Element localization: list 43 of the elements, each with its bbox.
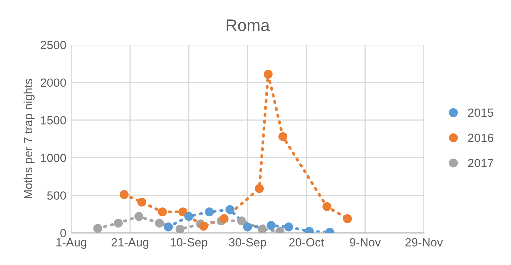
- point: [266, 221, 276, 230]
- point: [322, 202, 332, 212]
- y-tick-label: 1000: [41, 154, 66, 162]
- point: [255, 184, 264, 194]
- point: [220, 214, 229, 224]
- y-tick-label: 2500: [41, 41, 66, 50]
- legend-label: 2017: [468, 159, 494, 168]
- y-tick-label: 0: [60, 229, 66, 238]
- point: [243, 222, 252, 232]
- x-tick-label: 21-Aug: [112, 238, 149, 250]
- y-tick-label: 500: [47, 192, 66, 200]
- point: [178, 208, 188, 217]
- x-tick-label: 30-Sep: [229, 238, 266, 250]
- point: [343, 214, 352, 224]
- point: [184, 212, 194, 222]
- point: [114, 218, 124, 228]
- point: [278, 132, 288, 142]
- point: [134, 212, 144, 222]
- point: [258, 224, 268, 234]
- point: [176, 224, 185, 234]
- point: [155, 218, 164, 228]
- chart-title: Roma: [226, 20, 270, 32]
- point: [284, 222, 294, 232]
- point: [199, 222, 208, 231]
- legend-label: 2016: [468, 134, 494, 142]
- x-tick-label: 9-Nov: [350, 238, 382, 247]
- point: [237, 216, 246, 226]
- point: [138, 198, 147, 207]
- point: [164, 222, 174, 232]
- point: [120, 190, 129, 200]
- y-axis-title: Moths per 7 trap nights: [24, 79, 35, 199]
- point: [226, 205, 235, 214]
- x-tick-label: 29-Nov: [406, 238, 444, 247]
- point: [93, 224, 102, 234]
- x-tick-label: 1-Aug: [56, 238, 87, 250]
- y-tick-label: 1500: [41, 116, 66, 125]
- point: [158, 208, 168, 217]
- y-tick-label: 2000: [41, 78, 66, 88]
- x-tick-label: 10-Sep: [170, 238, 208, 250]
- point: [264, 70, 273, 79]
- legend-label: 2015: [468, 108, 494, 118]
- x-tick-label: 20-Oct: [289, 238, 324, 247]
- point: [205, 208, 214, 217]
